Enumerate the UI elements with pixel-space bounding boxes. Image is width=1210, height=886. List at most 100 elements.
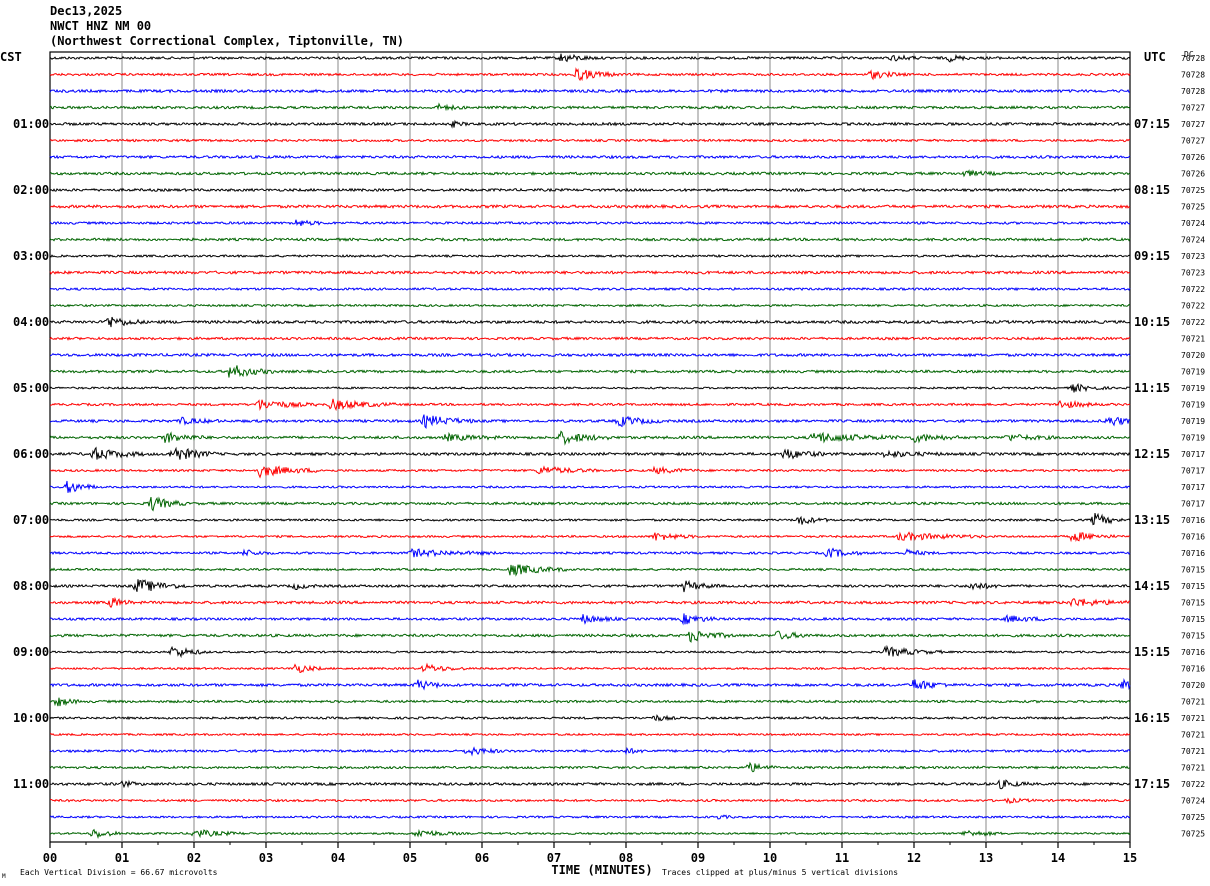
- dc-offset-label: 70716: [1181, 648, 1205, 657]
- dc-offset-label: 70725: [1181, 813, 1205, 822]
- dc-offset-label: 70715: [1181, 632, 1205, 641]
- seismic-trace: [49, 237, 1131, 242]
- seismic-trace: [49, 102, 1131, 112]
- dc-offset-label: 70726: [1181, 170, 1205, 179]
- plot-frame: [49, 51, 1131, 843]
- dc-offset-label: 70719: [1181, 434, 1205, 443]
- cst-hour-label: 02:00: [13, 183, 49, 197]
- x-tick-label: 01: [115, 851, 129, 865]
- utc-hour-label: 16:15: [1134, 711, 1170, 725]
- cst-hour-label: 03:00: [13, 249, 49, 263]
- seismic-trace: [49, 779, 1131, 790]
- dc-offset-label: 70722: [1181, 302, 1205, 311]
- dc-offset-label: 70722: [1181, 285, 1205, 294]
- x-tick-label: 10: [763, 851, 777, 865]
- seismic-trace: [49, 336, 1131, 341]
- dc-offset-label: 70717: [1181, 467, 1205, 476]
- dc-offset-label: 70719: [1181, 384, 1205, 393]
- cst-hour-label: 05:00: [13, 381, 49, 395]
- x-tick-label: 05: [403, 851, 417, 865]
- dc-offset-label: 70715: [1181, 615, 1205, 624]
- seismic-trace: [49, 531, 1131, 543]
- seismic-trace: [50, 480, 1131, 493]
- x-axis-label: TIME (MINUTES): [551, 863, 652, 877]
- seismic-trace: [49, 678, 1131, 691]
- dc-offset-label: 70716: [1181, 516, 1205, 525]
- utc-hour-label: 09:15: [1134, 249, 1170, 263]
- seismic-trace: [49, 761, 1131, 773]
- seismic-trace: [49, 714, 1131, 722]
- x-tick-label: 13: [979, 851, 993, 865]
- dc-axis-title: DC: [1184, 50, 1194, 59]
- dc-offset-label: 70715: [1181, 582, 1205, 591]
- dc-offset-label: 70719: [1181, 401, 1205, 410]
- dc-offset-label: 70723: [1181, 252, 1205, 261]
- dc-offset-label: 70722: [1181, 318, 1205, 327]
- utc-hour-label: 15:15: [1134, 645, 1170, 659]
- x-tick-label: 09: [691, 851, 705, 865]
- cst-hour-label: 07:00: [13, 513, 49, 527]
- dc-offset-label: 70715: [1181, 566, 1205, 575]
- cst-hour-label: 06:00: [13, 447, 49, 461]
- corner-mark: M: [2, 873, 6, 880]
- utc-hour-label: 17:15: [1134, 777, 1170, 791]
- dc-offset-label: 70721: [1181, 714, 1205, 723]
- dc-offset-label: 70726: [1181, 153, 1205, 162]
- seismic-trace: [49, 547, 1131, 558]
- dc-offset-label: 70721: [1181, 698, 1205, 707]
- seismic-trace: [49, 219, 1131, 227]
- x-tick-label: 08: [619, 851, 633, 865]
- seismic-trace: [49, 797, 1131, 805]
- seismic-trace: [49, 414, 1131, 429]
- seismic-trace: [49, 430, 1131, 446]
- seismic-trace: [49, 697, 1131, 707]
- seismic-trace: [49, 828, 1131, 839]
- dc-offset-label: 70717: [1181, 450, 1205, 459]
- seismic-trace: [49, 613, 1131, 626]
- x-tick-label: 06: [475, 851, 489, 865]
- seismic-trace: [49, 119, 1130, 129]
- dc-offset-label: 70720: [1181, 351, 1205, 360]
- dc-offset-label: 70716: [1181, 533, 1205, 542]
- dc-offset-label: 70721: [1181, 335, 1205, 344]
- dc-offset-label: 70724: [1181, 236, 1205, 245]
- cst-hour-label: 10:00: [13, 711, 49, 725]
- cst-hour-label: 01:00: [13, 117, 49, 131]
- dc-offset-label: 70721: [1181, 747, 1205, 756]
- x-tick-label: 03: [259, 851, 273, 865]
- scale-note: Each Vertical Division = 66.67 microvolt…: [20, 868, 218, 877]
- seismic-trace: [49, 138, 1131, 143]
- seismic-trace: [49, 316, 1131, 328]
- dc-offset-label: 70719: [1181, 417, 1205, 426]
- dc-offset-label: 70728: [1181, 87, 1205, 96]
- seismic-trace: [49, 203, 1131, 210]
- seismic-traces: [49, 53, 1131, 839]
- cst-hour-label: 04:00: [13, 315, 49, 329]
- x-tick-label: 00: [43, 851, 57, 865]
- dc-offset-label: 70728: [1181, 54, 1205, 63]
- cst-hour-label: 09:00: [13, 645, 49, 659]
- dc-offset-label: 70720: [1181, 681, 1205, 690]
- seismic-trace: [49, 814, 1131, 820]
- dc-offset-label: 70723: [1181, 269, 1205, 278]
- utc-hour-label: 07:15: [1134, 117, 1170, 131]
- clip-note: Traces clipped at plus/minus 5 vertical …: [662, 868, 898, 877]
- seismic-trace: [49, 630, 1131, 643]
- seismic-trace: [49, 382, 1130, 393]
- dc-offset-label: 70725: [1181, 830, 1205, 839]
- dc-offset-label: 70717: [1181, 500, 1205, 509]
- utc-hour-label: 10:15: [1134, 315, 1170, 329]
- dc-offset-label: 70719: [1181, 368, 1205, 377]
- seismic-trace: [49, 465, 1131, 479]
- header-station: NWCT HNZ NM 00: [50, 19, 152, 33]
- dc-offset-label: 70721: [1181, 764, 1205, 773]
- x-tick-label: 12: [907, 851, 921, 865]
- dc-offset-label: 70724: [1181, 797, 1205, 806]
- seismic-trace: [49, 270, 1130, 276]
- utc-hour-label: 11:15: [1134, 381, 1170, 395]
- axis-labels: 00 01 02 03 04 05 06 07 08 09 10 11 12 13 14 15 70728 707…: [0, 50, 1205, 880]
- seismic-trace: [49, 88, 1131, 94]
- utc-hour-label: 14:15: [1134, 579, 1170, 593]
- seismic-trace: [49, 564, 1131, 577]
